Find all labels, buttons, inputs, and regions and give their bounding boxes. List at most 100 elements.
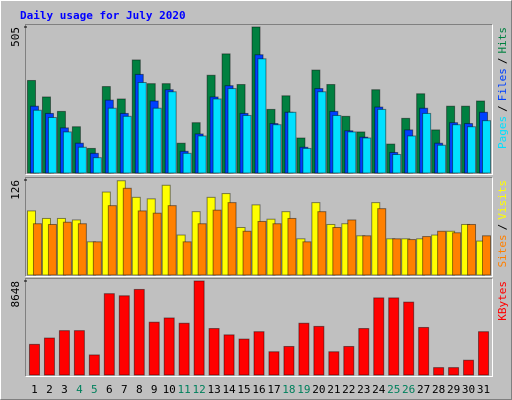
panel-bevel <box>25 24 493 175</box>
bar <box>62 131 72 174</box>
bar <box>403 301 415 376</box>
x-tick-label: 12 <box>193 383 206 396</box>
chart-title: Daily usage for July 2020 <box>20 9 186 22</box>
panel-bevel <box>25 177 493 277</box>
bar <box>407 239 417 276</box>
x-tick-label: 18 <box>282 383 295 396</box>
x-tick-label: 31 <box>477 383 490 396</box>
y-tick-label: 8648 <box>9 281 22 308</box>
x-tick-label: 2 <box>46 383 53 396</box>
bar <box>358 328 370 376</box>
legend-separator: / <box>496 105 509 112</box>
x-tick-label: 16 <box>252 383 265 396</box>
bar <box>257 220 267 276</box>
bar <box>407 135 417 174</box>
bar <box>182 241 192 276</box>
bar <box>47 116 57 174</box>
bar <box>317 211 327 276</box>
bar <box>77 146 87 174</box>
x-tick-label: 5 <box>91 383 98 396</box>
bar <box>212 209 222 276</box>
bar <box>122 187 132 276</box>
x-tick-label: 9 <box>151 383 158 396</box>
bar <box>92 157 102 174</box>
bar <box>268 351 280 376</box>
bar <box>103 293 115 376</box>
x-tick-label: 4 <box>76 383 83 396</box>
legend-entry: KBytes <box>496 281 509 321</box>
bar <box>362 235 372 276</box>
bar <box>43 337 55 376</box>
bar <box>182 152 192 174</box>
bar <box>242 114 252 174</box>
bar <box>152 212 162 276</box>
x-tick-label: 1 <box>31 383 38 396</box>
bar <box>482 120 491 174</box>
x-tick-label: 27 <box>417 383 430 396</box>
bar <box>152 107 162 174</box>
bar <box>88 354 100 376</box>
x-tick-label: 21 <box>327 383 340 396</box>
x-tick-label: 29 <box>447 383 460 396</box>
bar <box>287 111 297 174</box>
x-tick-label: 3 <box>61 383 68 396</box>
panel-bevel <box>25 278 493 377</box>
x-tick-label: 22 <box>342 383 355 396</box>
bar <box>28 343 40 376</box>
bar <box>107 205 117 276</box>
bar <box>448 367 460 376</box>
x-tick-label: 20 <box>312 383 325 396</box>
bar <box>283 345 295 376</box>
legend-entry: Sites <box>496 234 509 267</box>
x-tick-label: 23 <box>357 383 370 396</box>
bar <box>137 82 147 174</box>
bar <box>208 328 220 376</box>
legend-entry: Hits <box>496 27 509 54</box>
x-tick-label: 13 <box>207 383 220 396</box>
bar <box>373 297 385 376</box>
bar <box>362 137 372 174</box>
x-tick-label: 8 <box>136 383 143 396</box>
bar <box>92 241 102 276</box>
legend-entry: Pages <box>496 116 509 149</box>
legend: Sites / Visits <box>496 180 509 268</box>
bar <box>272 124 282 174</box>
bar <box>257 58 267 174</box>
bar <box>32 223 42 276</box>
bar <box>167 205 177 276</box>
x-tick-label: 30 <box>462 383 475 396</box>
legend-entry: Files <box>496 68 509 101</box>
bar <box>392 238 402 276</box>
legend-separator: / <box>496 224 509 231</box>
y-tick-label: 126 <box>9 180 22 200</box>
bar <box>377 108 387 174</box>
bar <box>238 338 250 376</box>
bar <box>392 153 402 174</box>
x-tick-label: 17 <box>267 383 280 396</box>
bar <box>77 223 87 276</box>
legend: KBytes <box>496 281 509 321</box>
bar <box>253 331 265 376</box>
bar <box>328 351 340 376</box>
bar <box>212 98 222 174</box>
bar <box>452 124 462 174</box>
x-tick-label: 24 <box>372 383 386 396</box>
bar <box>197 223 207 276</box>
panel-bevel <box>25 177 493 277</box>
bar <box>332 227 342 276</box>
bar <box>47 223 57 276</box>
x-tick-label: 6 <box>106 383 113 396</box>
bar <box>73 330 85 376</box>
bar <box>302 147 312 174</box>
x-tick-label: 14 <box>222 383 236 396</box>
bar <box>437 230 447 276</box>
legend: Pages / Files / Hits <box>496 27 509 149</box>
bar <box>317 91 327 174</box>
x-tick-label: 28 <box>432 383 445 396</box>
x-tick-label: 26 <box>402 383 415 396</box>
bar <box>302 241 312 276</box>
bar <box>347 131 357 174</box>
bar <box>227 88 237 174</box>
